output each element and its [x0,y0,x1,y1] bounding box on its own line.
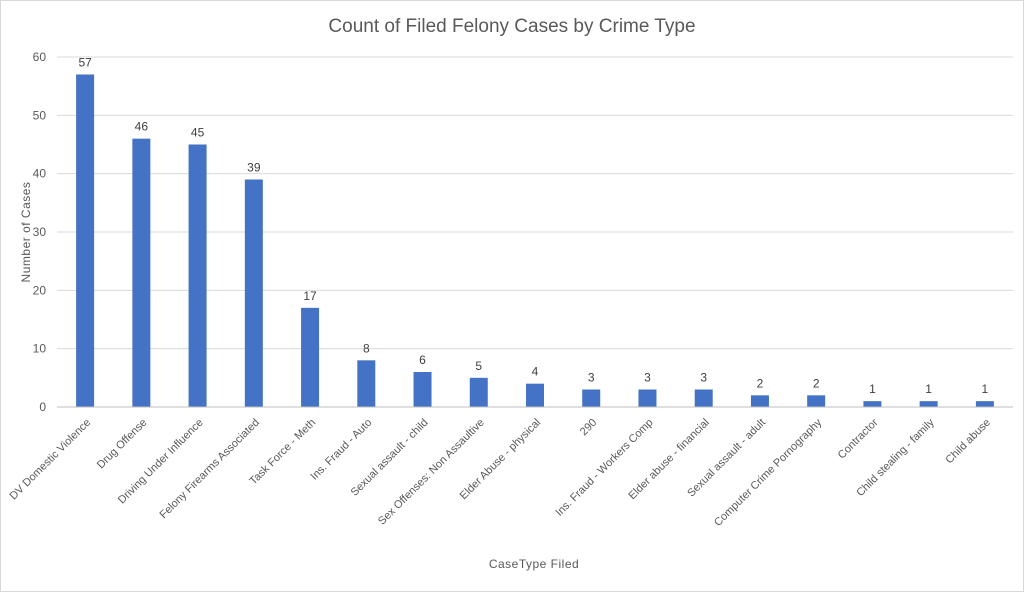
y-tick-label: 20 [33,283,47,297]
data-label: 6 [419,353,426,367]
bar [244,179,263,407]
bar [582,389,601,407]
x-tick-label: Ins. Fraud - Auto [308,417,374,483]
data-label: 46 [135,120,149,134]
y-tick-label: 30 [33,225,47,239]
data-label: 57 [78,56,92,70]
data-label: 5 [475,359,482,373]
data-label: 39 [247,161,261,175]
bar [301,307,320,407]
data-label: 1 [869,382,876,396]
bar [413,372,432,407]
bar [807,395,826,407]
data-label: 2 [757,376,764,390]
bar [919,401,938,407]
x-tick-label: 290 [578,417,599,438]
y-tick-label: 60 [33,50,47,64]
bar [76,74,95,407]
bar [357,360,376,407]
x-axis-categories: DV Domestic Violence Drug OffenseDriving … [8,416,993,529]
y-tick-label: 40 [33,167,47,181]
y-tick-label: 10 [33,342,47,356]
y-tick-label: 0 [39,400,46,414]
bar [526,383,544,407]
x-tick-label: Computer Crime Pornography [712,416,825,529]
data-label: 4 [532,365,539,379]
y-axis-ticks: 0 10 20 30 40 50 60 [33,50,47,414]
x-tick-label: DV Domestic Violence [8,417,94,503]
bar [750,395,769,407]
x-tick-label: Drug Offense [95,417,150,472]
data-label: 45 [191,126,205,140]
bar [638,389,657,407]
data-label: 1 [982,382,989,396]
bar [469,377,488,407]
bar [975,401,994,407]
data-label: 17 [303,289,317,303]
gridlines [57,56,1013,350]
x-tick-label: Ins. Fraud - Workers Comp [553,417,655,519]
chart-title: Count of Filed Felony Cases by Crime Typ… [328,16,695,37]
y-tick-label: 50 [33,108,47,122]
bars [76,74,994,407]
x-tick-label: Felony Firearms Associated [157,417,261,521]
x-tick-label: Sex Offenses: Non Assaultive [376,417,487,528]
y-axis-label: Number of Cases [19,182,33,283]
bar [132,138,151,407]
x-tick-label: Contractor [836,416,881,461]
data-labels: 57 46 45 39 17 8 6 5 4 3 3 3 2 2 1 1 1 [78,56,988,397]
data-label: 8 [363,341,370,355]
bar [694,389,713,407]
bar [863,401,882,407]
data-label: 2 [813,376,820,390]
x-tick-label: Child abuse [943,417,993,467]
bar [188,144,207,407]
data-label: 1 [925,382,932,396]
x-axis-label: CaseType Filed [489,557,579,571]
data-label: 3 [700,371,707,385]
data-label: 3 [644,371,651,385]
data-label: 3 [588,371,595,385]
